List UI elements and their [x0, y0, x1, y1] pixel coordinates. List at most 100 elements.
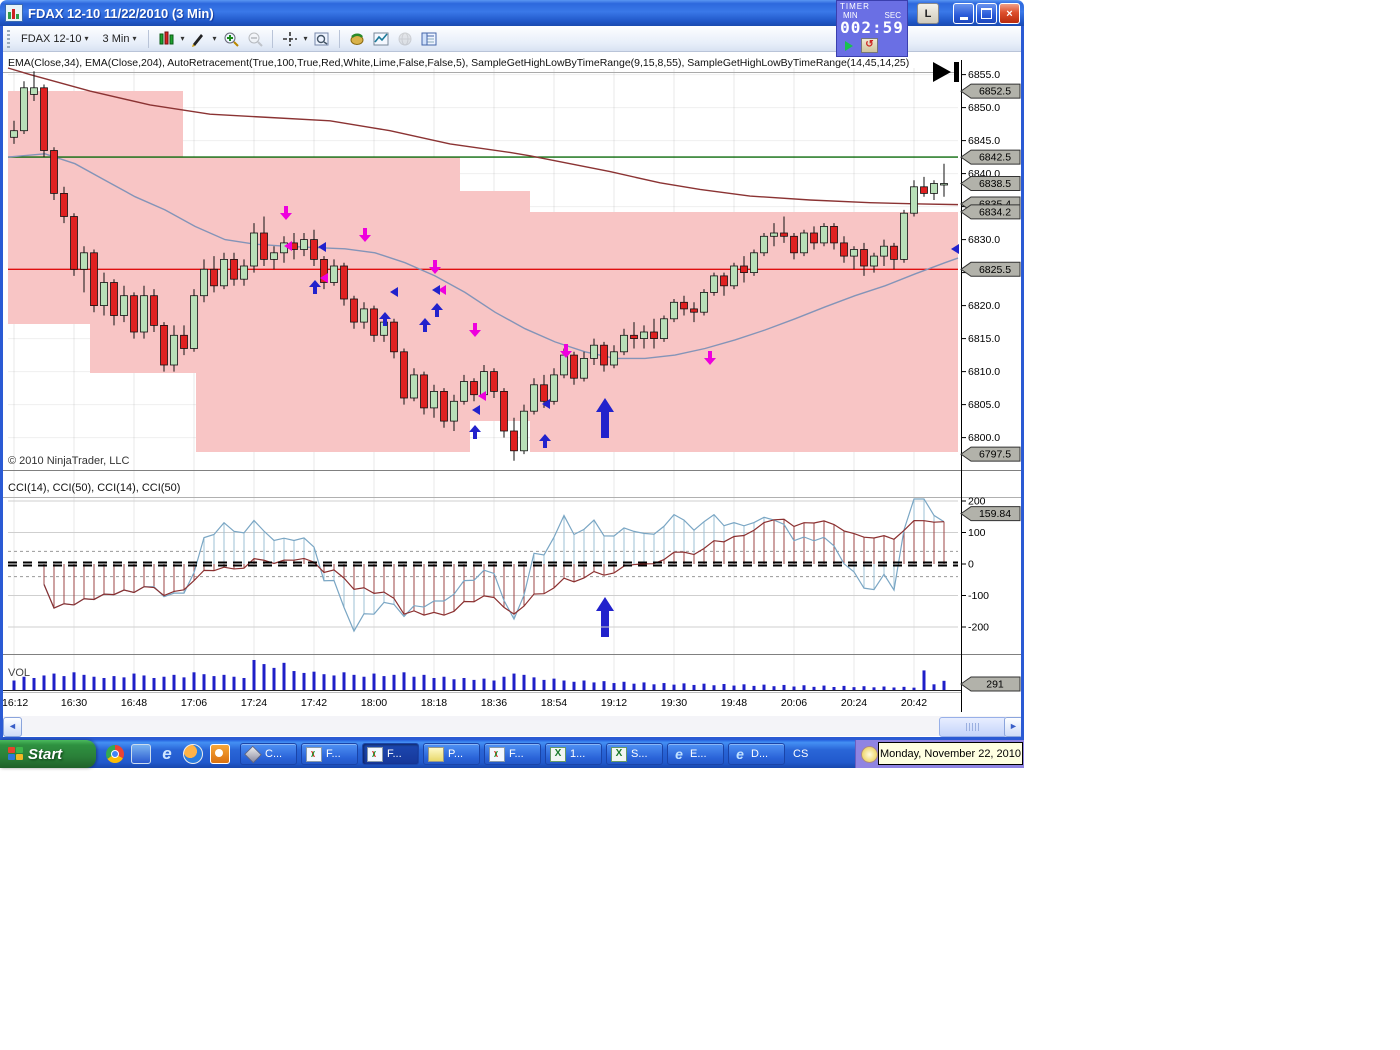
taskbar-button-4[interactable]: F...	[484, 743, 541, 765]
windows-logo-icon	[8, 747, 23, 761]
signal-arrows	[280, 206, 959, 637]
taskbar-button-1[interactable]: F...	[301, 743, 358, 765]
clock-icon[interactable]	[861, 746, 878, 763]
interval-timer-overlay[interactable]: TIMER MIN SEC 002:59 ↺	[836, 0, 908, 57]
taskbar-button-0[interactable]: C...	[240, 743, 297, 765]
chart-analyzer-icon[interactable]	[371, 29, 391, 49]
candle	[810, 232, 818, 244]
svg-text:0: 0	[968, 559, 974, 571]
candle	[530, 384, 538, 412]
candle	[20, 87, 28, 132]
task-button-label: F...	[387, 748, 402, 760]
task-button-label: P...	[448, 748, 464, 760]
crosshair-icon[interactable]	[280, 29, 300, 49]
axis-badge: 159.84	[960, 506, 1021, 522]
ie-icon[interactable]: e	[162, 744, 172, 763]
start-button[interactable]: Start	[0, 740, 96, 768]
chevron-down-icon[interactable]: ▾	[212, 34, 217, 43]
candle	[780, 232, 788, 237]
candle	[240, 265, 248, 280]
svg-text:6834.2: 6834.2	[979, 206, 1011, 218]
properties-icon[interactable]	[419, 29, 439, 49]
toolbar-grip[interactable]	[7, 29, 10, 48]
svg-text:20:06: 20:06	[781, 697, 807, 709]
chart-icon	[306, 746, 322, 762]
chevron-down-icon[interactable]: ▾	[180, 34, 185, 43]
candle	[280, 242, 288, 254]
axis-badge: 6842.5	[960, 149, 1021, 165]
candle	[60, 192, 68, 217]
media-player-icon[interactable]	[183, 744, 203, 764]
lock-button[interactable]: L	[917, 3, 939, 24]
candle	[690, 308, 698, 313]
zoom-in-icon[interactable]	[221, 29, 241, 49]
chart-style-icon[interactable]	[156, 29, 176, 49]
candle	[710, 275, 718, 293]
svg-text:18:36: 18:36	[481, 697, 507, 709]
interval-dropdown[interactable]: 3 Min ▾	[98, 30, 142, 48]
ema34-line	[7, 153, 959, 360]
clock-launcher-icon[interactable]	[210, 744, 230, 764]
svg-text:6805.0: 6805.0	[968, 399, 1000, 411]
candle	[40, 87, 48, 151]
candle	[930, 183, 938, 194]
timer-play-icon[interactable]	[845, 40, 853, 51]
chart-area[interactable]: 6855.06850.06845.06840.06835.06830.06825…	[0, 52, 1024, 716]
restore-button[interactable]	[976, 3, 997, 24]
taskbar-button-3[interactable]: P...	[423, 743, 480, 765]
chrome-icon[interactable]	[106, 745, 124, 763]
candle	[660, 318, 668, 339]
taskbar-button-6[interactable]: X S...	[606, 743, 663, 765]
magenta-left-arrow-icon	[284, 241, 292, 251]
strategy-icon[interactable]	[347, 29, 367, 49]
language-indicator[interactable]: CS	[793, 748, 809, 760]
zoom-window-icon[interactable]	[312, 29, 332, 49]
instrument-dropdown[interactable]: FDAX 12-10 ▾	[16, 30, 94, 48]
scrollbar-thumb[interactable]	[939, 717, 1007, 737]
candle	[70, 216, 78, 270]
blue-up-arrow-icon	[419, 318, 431, 332]
candle	[460, 381, 468, 402]
date-tooltip: Monday, November 22, 2010	[878, 742, 1023, 765]
candle	[230, 258, 238, 280]
svg-text:19:48: 19:48	[721, 697, 747, 709]
blue-up-arrow-large-icon	[596, 398, 614, 438]
axis-badge: 6825.5	[960, 261, 1021, 277]
blue-left-arrow-icon	[432, 285, 440, 295]
candle	[520, 410, 528, 452]
candle	[440, 390, 448, 422]
candle	[500, 390, 508, 432]
system-tray[interactable]: Monday, November 22, 2010	[855, 740, 1024, 768]
candle	[630, 334, 638, 339]
candle	[550, 374, 558, 402]
scroll-left-icon[interactable]: ◄	[3, 717, 22, 737]
blue-up-arrow-icon	[539, 434, 551, 448]
chevron-down-icon[interactable]: ▾	[303, 34, 308, 43]
candle	[110, 282, 118, 316]
chart-canvas[interactable]: 6855.06850.06845.06840.06835.06830.06825…	[0, 52, 1024, 716]
candle	[910, 186, 918, 214]
svg-text:16:12: 16:12	[2, 697, 28, 709]
task-button-label: F...	[509, 748, 524, 760]
candle	[480, 371, 488, 396]
candle	[100, 282, 108, 307]
minimize-button[interactable]	[953, 3, 974, 24]
svg-text:-200: -200	[968, 622, 989, 634]
timer-reset-icon[interactable]: ↺	[861, 38, 878, 53]
draw-icon[interactable]	[188, 29, 208, 49]
quick-launch: e	[106, 744, 230, 764]
horizontal-scrollbar[interactable]: ◄ ►	[3, 716, 1023, 737]
taskbar-button-8[interactable]: e D...	[728, 743, 785, 765]
close-button[interactable]: ×	[999, 3, 1020, 24]
window-app-icon[interactable]	[131, 744, 151, 764]
magenta-down-arrow-icon	[359, 228, 371, 242]
candle	[640, 331, 648, 339]
svg-text:20:24: 20:24	[841, 697, 867, 709]
taskbar-button-2[interactable]: F...	[362, 743, 419, 765]
svg-text:100: 100	[968, 527, 986, 539]
candle	[760, 235, 768, 254]
taskbar-button-7[interactable]: e E...	[667, 743, 724, 765]
candle	[850, 249, 858, 257]
taskbar-button-5[interactable]: X 1...	[545, 743, 602, 765]
